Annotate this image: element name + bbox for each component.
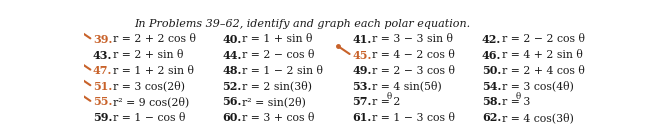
Text: 45.: 45.	[352, 50, 371, 61]
Text: r = 2: r = 2	[372, 97, 400, 107]
Text: r = 2 − 2 cos θ: r = 2 − 2 cos θ	[502, 34, 585, 44]
Text: 58.: 58.	[482, 96, 501, 108]
Text: 47.: 47.	[93, 65, 112, 76]
Text: 56.: 56.	[223, 96, 242, 108]
Text: 60.: 60.	[223, 112, 242, 123]
Text: r = 3 + cos θ: r = 3 + cos θ	[242, 113, 315, 123]
Text: θ: θ	[387, 92, 391, 101]
Text: 57.: 57.	[352, 96, 371, 108]
Text: r = 3 cos(2θ): r = 3 cos(2θ)	[112, 81, 185, 92]
Text: r² = 9 cos(2θ): r² = 9 cos(2θ)	[112, 97, 189, 107]
Text: r = 3 − 3 sin θ: r = 3 − 3 sin θ	[372, 34, 453, 44]
Text: r = 2 + sin θ: r = 2 + sin θ	[112, 50, 183, 60]
Text: 42.: 42.	[482, 34, 501, 45]
Text: r = 3: r = 3	[502, 97, 530, 107]
Text: 49.: 49.	[352, 65, 371, 76]
Text: r = 1 + 2 sin θ: r = 1 + 2 sin θ	[112, 66, 193, 76]
Text: 61.: 61.	[352, 112, 371, 123]
Text: 44.: 44.	[223, 50, 242, 61]
Text: r² = sin(2θ): r² = sin(2θ)	[242, 97, 306, 107]
Text: r = 2 sin(3θ): r = 2 sin(3θ)	[242, 81, 312, 92]
Text: 53.: 53.	[352, 81, 371, 92]
Text: In Problems 39–62, identify and graph each polar equation.: In Problems 39–62, identify and graph ea…	[134, 19, 470, 29]
Text: 52.: 52.	[223, 81, 242, 92]
Text: r = 4 cos(3θ): r = 4 cos(3θ)	[502, 112, 573, 123]
Text: 46.: 46.	[482, 50, 501, 61]
Text: r = 3 cos(4θ): r = 3 cos(4θ)	[502, 81, 573, 92]
Text: r = 2 − cos θ: r = 2 − cos θ	[242, 50, 315, 60]
Text: r = 1 − cos θ: r = 1 − cos θ	[112, 113, 185, 123]
Text: r = 4 sin(5θ): r = 4 sin(5θ)	[372, 81, 442, 92]
Text: r = 1 − 2 sin θ: r = 1 − 2 sin θ	[242, 66, 323, 76]
Text: 48.: 48.	[223, 65, 242, 76]
Text: 40.: 40.	[223, 34, 242, 45]
Text: 50.: 50.	[482, 65, 501, 76]
Text: 41.: 41.	[352, 34, 371, 45]
Text: r = 2 − 3 cos θ: r = 2 − 3 cos θ	[372, 66, 455, 76]
Text: r = 1 + sin θ: r = 1 + sin θ	[242, 34, 313, 44]
Text: r = 4 − 2 cos θ: r = 4 − 2 cos θ	[372, 50, 455, 60]
Text: 51.: 51.	[93, 81, 112, 92]
Text: 39.: 39.	[93, 34, 112, 45]
Text: 59.: 59.	[93, 112, 112, 123]
Text: θ: θ	[516, 92, 521, 101]
Text: r = 2 + 4 cos θ: r = 2 + 4 cos θ	[502, 66, 585, 76]
Text: r = 1 − 3 cos θ: r = 1 − 3 cos θ	[372, 113, 455, 123]
Text: r = 2 + 2 cos θ: r = 2 + 2 cos θ	[112, 34, 195, 44]
Text: 54.: 54.	[482, 81, 501, 92]
Text: 55.: 55.	[93, 96, 112, 108]
Text: 43.: 43.	[93, 50, 112, 61]
Text: r = 4 + 2 sin θ: r = 4 + 2 sin θ	[502, 50, 583, 60]
Text: 62.: 62.	[482, 112, 501, 123]
